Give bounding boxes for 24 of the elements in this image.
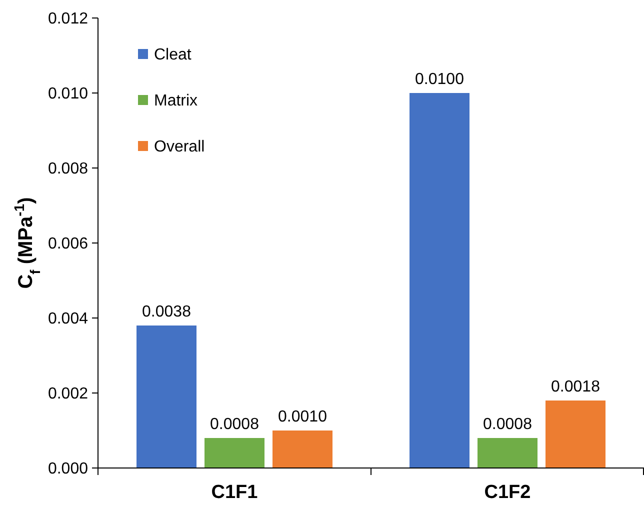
bar	[136, 326, 196, 468]
bar	[478, 438, 538, 468]
data-label: 0.0038	[142, 304, 192, 320]
x-tick-label: C1F1	[211, 482, 258, 503]
data-label: 0.0100	[415, 71, 464, 88]
legend-label: Matrix	[154, 92, 198, 110]
bar	[272, 430, 332, 468]
y-tick-label: 0.012	[48, 10, 88, 28]
bar	[204, 438, 264, 468]
x-tick-label: C1F2	[484, 482, 531, 503]
y-tick-label: 0.004	[48, 310, 88, 328]
legend-label: Cleat	[154, 46, 192, 64]
bar	[546, 400, 606, 468]
data-label: 0.0010	[278, 408, 328, 426]
y-tick-label: 0.006	[48, 236, 88, 253]
y-tick-label: 0.010	[48, 86, 88, 103]
data-label: 0.0008	[210, 416, 260, 433]
data-label: 0.0018	[551, 378, 600, 396]
data-label: 0.0008	[483, 416, 532, 433]
y-tick-label: 0.000	[48, 460, 88, 478]
legend-label: Overall	[154, 138, 205, 156]
y-tick-label: 0.008	[48, 160, 88, 178]
y-tick-label: 0.002	[48, 386, 88, 403]
bar	[410, 93, 470, 468]
